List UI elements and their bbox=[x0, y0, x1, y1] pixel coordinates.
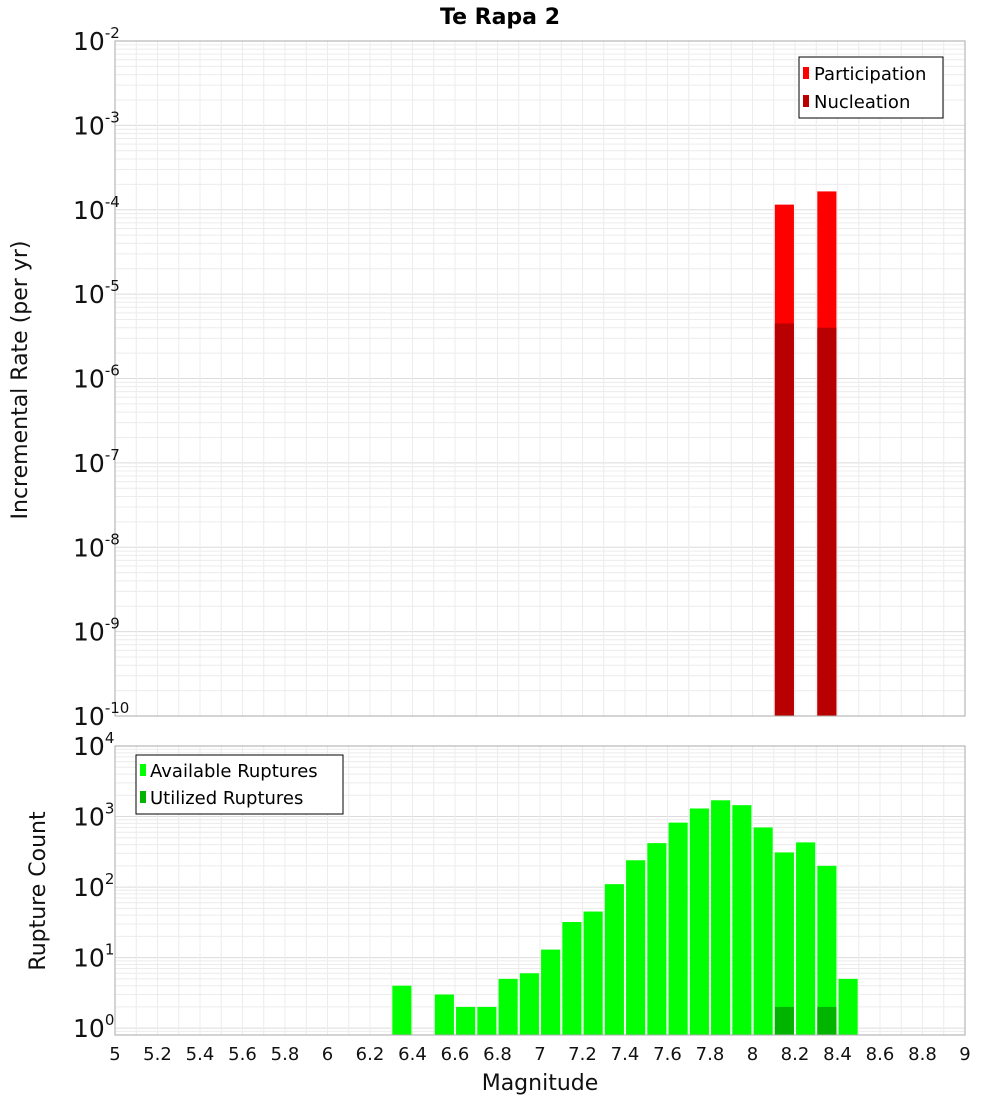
bottom-available-ruptures-bar bbox=[626, 860, 646, 1035]
x-tick-label: 5.6 bbox=[228, 1044, 257, 1065]
x-tick-label: 8.2 bbox=[781, 1044, 810, 1065]
x-tick-label: 6.8 bbox=[483, 1044, 512, 1065]
x-tick-label: 7.2 bbox=[568, 1044, 597, 1065]
legend-swatch-participation bbox=[803, 67, 809, 79]
x-tick-label: 8.4 bbox=[823, 1044, 852, 1065]
bottom-available-ruptures-bar bbox=[519, 973, 539, 1035]
top-bars bbox=[774, 191, 837, 717]
top-y-tick-label: 10-9 bbox=[73, 615, 120, 647]
x-tick-label: 9 bbox=[959, 1044, 970, 1065]
top-nucleation-bar bbox=[774, 323, 794, 716]
bottom-plot-border bbox=[114, 745, 966, 1036]
bottom-available-ruptures-bar bbox=[583, 911, 603, 1035]
top-legend-box bbox=[798, 56, 944, 119]
legend-swatch-utilized-ruptures bbox=[140, 791, 146, 803]
bottom-y-tick-labels: 100 101 102 103 104 bbox=[73, 729, 114, 1043]
bottom-available-ruptures-bar bbox=[689, 808, 709, 1035]
top-y-tick-labels: 10-10 10-9 10-8 10-7 10-6 10-5 10-4 10-3 10-2 bbox=[73, 24, 129, 731]
top-y-tick-label: 10-3 bbox=[73, 108, 120, 140]
x-tick-label: 7.8 bbox=[696, 1044, 725, 1065]
bottom-available-ruptures-bar bbox=[668, 822, 688, 1035]
top-y-tick-label: 10-6 bbox=[73, 362, 120, 394]
x-tick-label: 7 bbox=[534, 1044, 545, 1065]
x-tick-label: 6.2 bbox=[356, 1044, 385, 1065]
x-tick-label: 6.4 bbox=[398, 1044, 427, 1065]
x-tick-label: 6.6 bbox=[441, 1044, 470, 1065]
top-y-tick-label: 10-4 bbox=[73, 193, 120, 225]
top-y-tick-label: 10-5 bbox=[73, 277, 120, 309]
bottom-legend: Available Ruptures Utilized Ruptures bbox=[135, 754, 344, 815]
bottom-y-tick-label: 104 bbox=[73, 729, 114, 761]
top-legend: Participation Nucleation bbox=[798, 56, 944, 119]
bottom-available-ruptures-bar bbox=[498, 978, 518, 1035]
bottom-available-ruptures-bar bbox=[434, 994, 454, 1035]
bottom-available-ruptures-bar bbox=[753, 827, 773, 1035]
legend-swatch-nucleation bbox=[803, 95, 809, 107]
x-tick-label: 5.2 bbox=[143, 1044, 172, 1065]
x-tick-label: 5 bbox=[109, 1044, 120, 1065]
bottom-y-tick-label: 102 bbox=[73, 870, 114, 902]
bottom-available-ruptures-bar bbox=[732, 805, 752, 1035]
x-tick-label: 5.4 bbox=[186, 1044, 215, 1065]
bottom-utilized-ruptures-bar bbox=[817, 1006, 837, 1035]
bottom-available-ruptures-bar bbox=[392, 985, 412, 1035]
bottom-y-tick-label: 103 bbox=[73, 800, 114, 832]
bottom-available-ruptures-bar bbox=[711, 800, 731, 1035]
top-y-tick-label: 10-10 bbox=[73, 699, 129, 731]
bottom-y-tick-label: 100 bbox=[73, 1011, 114, 1043]
x-tick-label: 6 bbox=[322, 1044, 333, 1065]
x-tick-labels: 5 5.2 5.4 5.6 5.8 6 6.2 6.4 6.6 6.8 7 7.2 7.4 7.6 7.8 8… bbox=[109, 1044, 970, 1065]
top-plot-border bbox=[114, 40, 966, 717]
bottom-bars bbox=[392, 800, 858, 1035]
bottom-available-ruptures-bar bbox=[647, 843, 667, 1035]
bottom-available-ruptures-bar bbox=[541, 949, 561, 1035]
x-tick-label: 5.8 bbox=[271, 1044, 300, 1065]
x-tick-label: 7.4 bbox=[611, 1044, 640, 1065]
top-y-tick-label: 10-2 bbox=[73, 24, 120, 56]
legend-swatch-available-ruptures bbox=[140, 764, 146, 776]
bottom-available-ruptures-bar bbox=[456, 1006, 476, 1035]
bottom-available-ruptures-bar bbox=[604, 884, 624, 1035]
x-tick-label: 7.6 bbox=[653, 1044, 682, 1065]
bottom-available-ruptures-bar bbox=[817, 865, 837, 1035]
bottom-available-ruptures-bar bbox=[838, 978, 858, 1035]
bottom-utilized-ruptures-bar bbox=[774, 1006, 794, 1035]
top-y-tick-label: 10-8 bbox=[73, 530, 120, 562]
chart-title: Te Rapa 2 bbox=[440, 5, 560, 30]
top-y-axis-label: Incremental Rate (per yr) bbox=[8, 241, 33, 520]
x-axis-label: Magnitude bbox=[482, 1071, 599, 1096]
x-tick-label: 8.6 bbox=[866, 1044, 895, 1065]
x-tick-label: 8.8 bbox=[908, 1044, 937, 1065]
top-y-tick-label: 10-7 bbox=[73, 446, 120, 478]
x-tick-label: 8 bbox=[747, 1044, 758, 1065]
bottom-available-ruptures-bar bbox=[477, 1006, 497, 1035]
legend-label-utilized-ruptures: Utilized Ruptures bbox=[150, 788, 303, 809]
bottom-available-ruptures-bar bbox=[774, 852, 794, 1035]
top-gridlines bbox=[114, 41, 966, 717]
bottom-legend-box bbox=[135, 754, 344, 815]
legend-label-nucleation: Nucleation bbox=[814, 92, 910, 113]
legend-label-available-ruptures: Available Ruptures bbox=[150, 761, 318, 782]
legend-label-participation: Participation bbox=[814, 64, 926, 85]
bottom-y-tick-label: 101 bbox=[73, 941, 114, 973]
bottom-available-ruptures-bar bbox=[562, 921, 582, 1035]
bottom-y-axis-label: Rupture Count bbox=[26, 811, 51, 971]
top-nucleation-bar bbox=[817, 327, 837, 716]
bottom-available-ruptures-bar bbox=[796, 842, 816, 1035]
